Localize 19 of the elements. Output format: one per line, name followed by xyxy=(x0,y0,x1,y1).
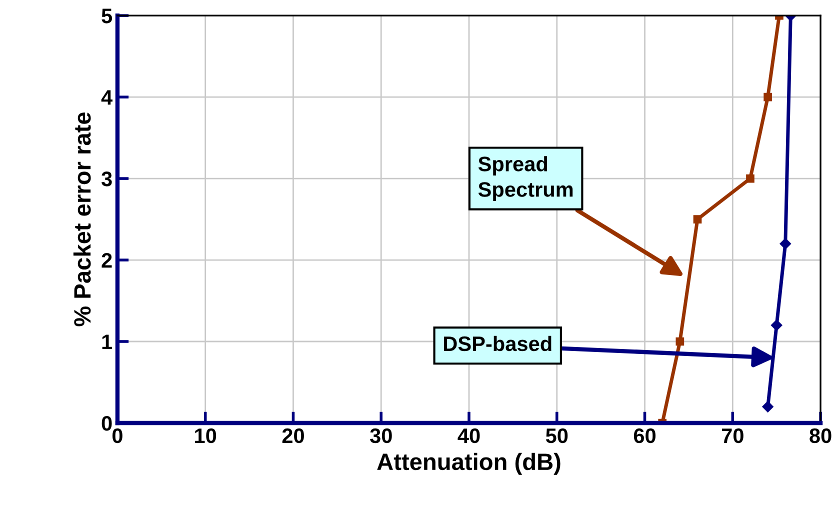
x-tick-label: 80 xyxy=(810,428,832,444)
y-tick-label: 2 xyxy=(102,253,112,268)
x-tick-label: 10 xyxy=(195,428,216,444)
y-tick-label: 5 xyxy=(102,8,112,24)
x-tick-label: 20 xyxy=(282,428,304,444)
y-tick-label: 1 xyxy=(102,334,112,350)
x-tick-label: 70 xyxy=(722,428,744,444)
x-tick-label: 30 xyxy=(370,428,392,444)
x-tick-label: 0 xyxy=(112,428,122,444)
y-axis-title: % Packet error rate xyxy=(73,112,91,326)
annotation: Spread Spectrum xyxy=(478,156,573,201)
x-tick-label: 60 xyxy=(634,428,656,444)
x-tick-label: 50 xyxy=(546,428,568,444)
y-tick-label: 4 xyxy=(101,90,112,105)
annotation: DSP-based xyxy=(444,336,552,352)
x-axis-title: Attenuation (dB) xyxy=(377,452,560,475)
y-tick-label: 0 xyxy=(102,416,112,431)
x-tick-label: 40 xyxy=(458,428,480,444)
y-tick-label: 3 xyxy=(101,172,112,186)
